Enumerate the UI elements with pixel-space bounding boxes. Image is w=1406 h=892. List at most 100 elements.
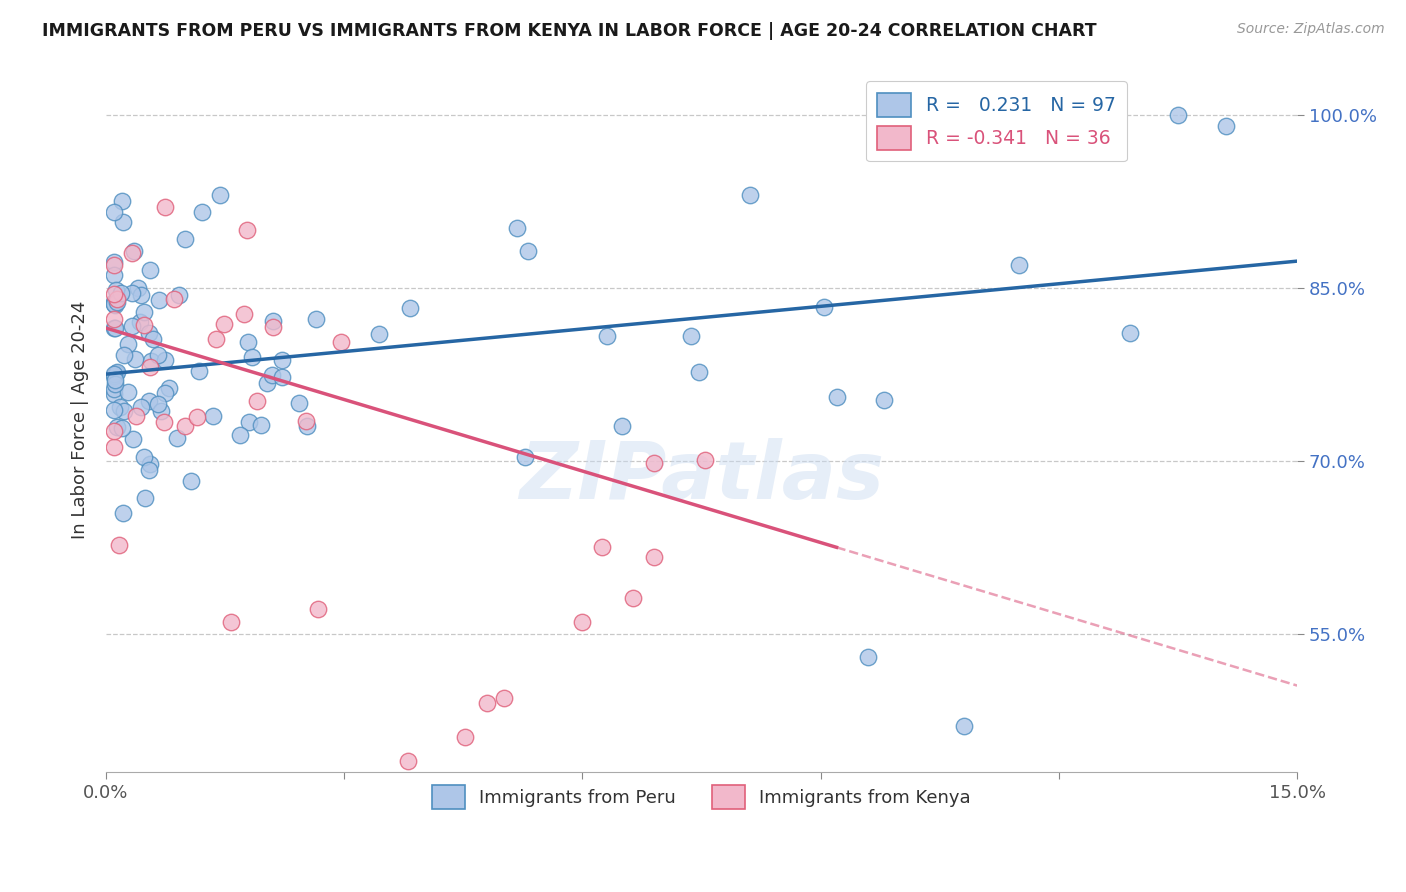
- Point: [307, 602, 329, 616]
- Point: [146, 397, 169, 411]
- Point: [813, 300, 835, 314]
- Point: [693, 452, 716, 467]
- Point: [155, 200, 177, 214]
- Point: [157, 381, 180, 395]
- Point: [453, 731, 475, 745]
- Point: [105, 292, 128, 306]
- Point: [858, 649, 880, 664]
- Point: [104, 298, 127, 312]
- Point: [688, 365, 710, 379]
- Point: [297, 418, 319, 433]
- Point: [124, 351, 146, 366]
- Point: [679, 328, 702, 343]
- Point: [621, 591, 644, 605]
- Point: [110, 285, 132, 300]
- Point: [1167, 108, 1189, 122]
- Point: [167, 288, 190, 302]
- Point: [738, 188, 761, 202]
- Point: [180, 474, 202, 488]
- Point: [121, 286, 143, 301]
- Point: [271, 369, 294, 384]
- Point: [121, 319, 143, 334]
- Point: [125, 409, 148, 424]
- Point: [173, 419, 195, 434]
- Point: [103, 440, 125, 454]
- Text: Source: ZipAtlas.com: Source: ZipAtlas.com: [1237, 22, 1385, 37]
- Point: [236, 223, 259, 237]
- Point: [475, 696, 498, 710]
- Point: [134, 318, 156, 332]
- Point: [396, 754, 419, 768]
- Point: [214, 317, 236, 331]
- Point: [202, 409, 225, 423]
- Text: ZIPatlas: ZIPatlas: [519, 438, 884, 516]
- Point: [591, 540, 613, 554]
- Point: [173, 231, 195, 245]
- Point: [827, 390, 849, 404]
- Point: [108, 538, 131, 552]
- Point: [122, 244, 145, 259]
- Point: [262, 368, 284, 382]
- Point: [148, 293, 170, 308]
- Point: [149, 403, 172, 417]
- Point: [517, 244, 540, 258]
- Point: [1119, 326, 1142, 340]
- Point: [152, 415, 174, 429]
- Point: [121, 246, 143, 260]
- Point: [368, 326, 391, 341]
- Point: [112, 404, 135, 418]
- Point: [117, 385, 139, 400]
- Point: [643, 550, 665, 565]
- Point: [330, 335, 353, 350]
- Point: [238, 415, 260, 429]
- Point: [1008, 258, 1031, 272]
- Point: [104, 283, 127, 297]
- Point: [131, 401, 153, 415]
- Point: [236, 334, 259, 349]
- Point: [112, 348, 135, 362]
- Point: [104, 366, 127, 380]
- Point: [571, 615, 593, 629]
- Point: [240, 350, 263, 364]
- Point: [219, 615, 242, 630]
- Point: [153, 385, 176, 400]
- Point: [270, 353, 292, 368]
- Text: IMMIGRANTS FROM PERU VS IMMIGRANTS FROM KENYA IN LABOR FORCE | AGE 20-24 CORRELA: IMMIGRANTS FROM PERU VS IMMIGRANTS FROM …: [42, 22, 1097, 40]
- Point: [398, 301, 420, 315]
- Point: [103, 383, 125, 397]
- Point: [513, 450, 536, 464]
- Point: [166, 431, 188, 445]
- Point: [103, 204, 125, 219]
- Point: [190, 205, 212, 219]
- Point: [121, 432, 143, 446]
- Point: [112, 506, 135, 520]
- Point: [104, 376, 127, 391]
- Point: [103, 387, 125, 401]
- Y-axis label: In Labor Force | Age 20-24: In Labor Force | Age 20-24: [72, 301, 89, 540]
- Point: [305, 311, 328, 326]
- Point: [139, 353, 162, 368]
- Point: [142, 332, 165, 346]
- Point: [103, 294, 125, 309]
- Point: [188, 364, 211, 378]
- Point: [492, 691, 515, 706]
- Point: [103, 424, 125, 438]
- Point: [163, 293, 186, 307]
- Point: [295, 414, 318, 428]
- Point: [105, 419, 128, 434]
- Point: [256, 376, 278, 390]
- Point: [103, 268, 125, 282]
- Point: [262, 314, 284, 328]
- Point: [103, 296, 125, 310]
- Point: [103, 402, 125, 417]
- Point: [233, 307, 256, 321]
- Point: [105, 365, 128, 379]
- Point: [129, 315, 152, 329]
- Point: [186, 410, 208, 425]
- Point: [111, 194, 134, 208]
- Point: [108, 400, 131, 414]
- Point: [288, 396, 311, 410]
- Point: [952, 719, 974, 733]
- Point: [612, 419, 634, 434]
- Point: [104, 321, 127, 335]
